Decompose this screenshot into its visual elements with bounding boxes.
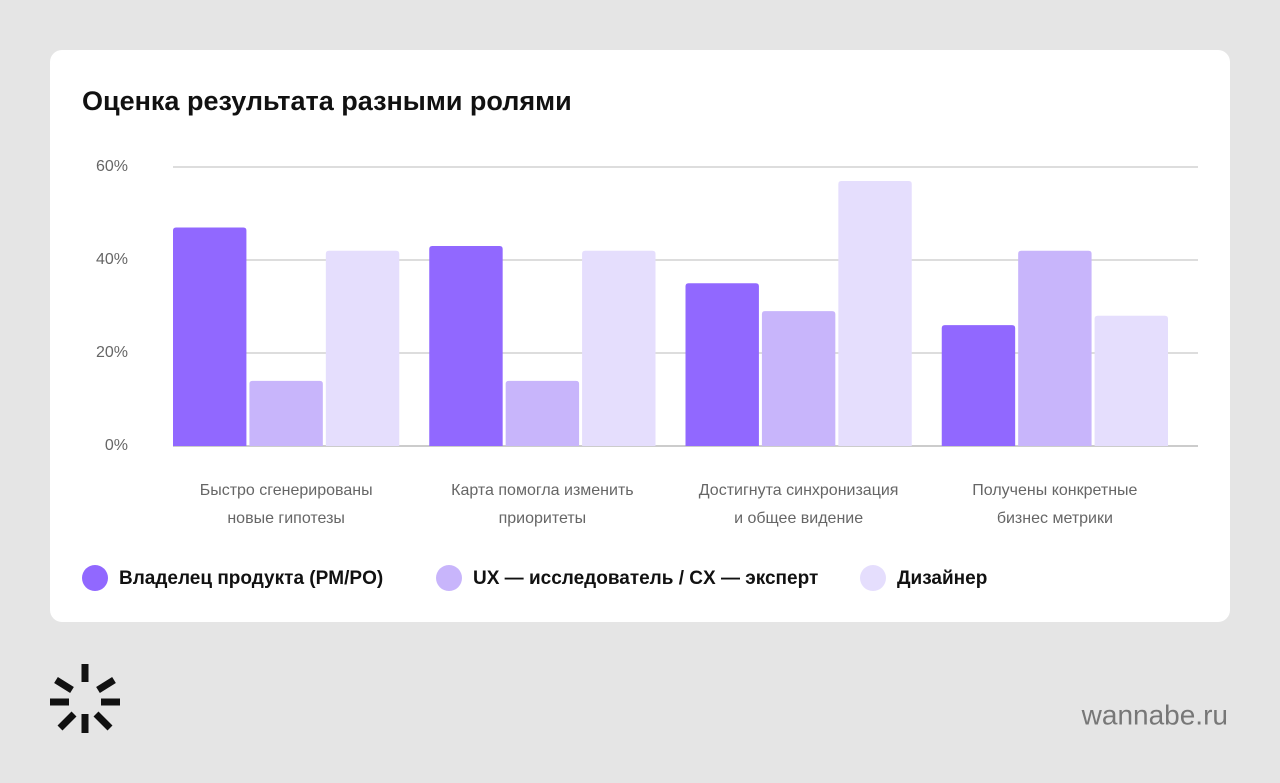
legend-label: Дизайнер <box>897 568 987 589</box>
legend-swatch <box>860 565 886 591</box>
x-tick-label: Достигнута синхронизация и общее видение <box>698 482 899 527</box>
logo <box>50 664 120 733</box>
x-tick-label: Быстро сгенерированы новые гипотезы <box>199 482 373 527</box>
legend-swatch <box>82 565 108 591</box>
legend-label: UX — исследователь / CX — эксперт <box>473 568 818 589</box>
chart-title: Оценка результата разными ролями <box>82 86 572 116</box>
x-tick-label: Карта помогла изменить приоритеты <box>451 482 634 527</box>
y-tick-label: 20% <box>96 344 128 361</box>
bar <box>429 246 503 446</box>
bar <box>505 380 580 446</box>
bar <box>838 180 912 446</box>
bar <box>1094 315 1168 446</box>
y-tick-label: 0% <box>105 437 128 454</box>
legend-label: Владелец продукта (PM/PO) <box>119 568 383 589</box>
bar <box>325 250 400 446</box>
bar <box>582 250 656 446</box>
x-tick-label: Получены конкретные бизнес метрики <box>972 482 1138 527</box>
bar <box>1018 250 1092 446</box>
bar <box>173 227 247 446</box>
y-tick-label: 60% <box>96 158 128 175</box>
bar <box>685 283 759 446</box>
legend-swatch <box>436 565 462 591</box>
bar <box>761 311 836 446</box>
y-tick-label: 40% <box>96 251 128 268</box>
site-label: wannabe.ru <box>1081 699 1228 730</box>
bar <box>249 380 323 446</box>
bar <box>941 325 1016 446</box>
